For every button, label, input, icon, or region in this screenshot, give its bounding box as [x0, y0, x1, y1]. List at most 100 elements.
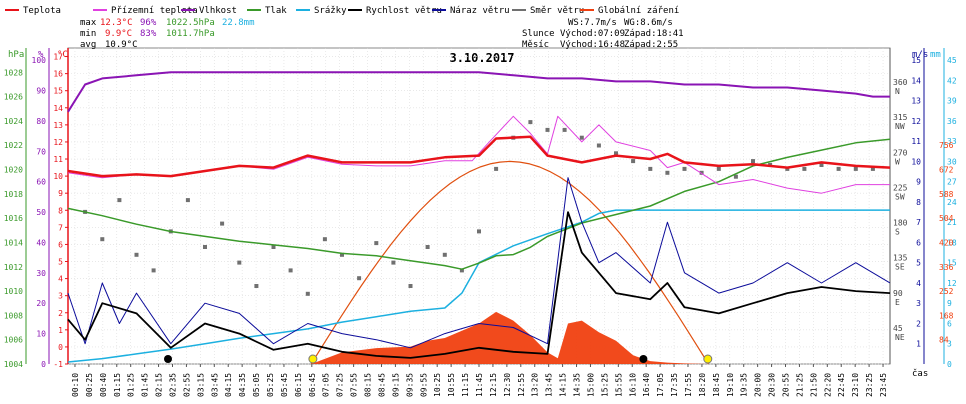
mm-tick-label: 9	[947, 299, 952, 308]
x-tick-label: 00:10	[71, 373, 80, 397]
hpa-tick-label: 1008	[4, 311, 23, 320]
dir-tick-name: SW	[895, 192, 905, 201]
ms-tick-label: 2	[916, 319, 921, 328]
dir-tick-name: NE	[895, 333, 905, 342]
x-tick-label: 05:05	[252, 373, 261, 397]
x-tick-label: 12:30	[503, 373, 512, 397]
x-tick-label: 18:20	[698, 373, 707, 397]
hpa-tick-label: 1012	[4, 263, 23, 272]
mm-tick-label: 27	[947, 178, 957, 187]
pct-tick-label: 10	[36, 330, 46, 339]
x-tick-label: 06:15	[294, 373, 303, 397]
ms-tick-label: 11	[911, 137, 921, 146]
legend-label-8: Globální záření	[598, 6, 679, 16]
temp-tick-label: 3	[58, 292, 63, 301]
wind-direction-point	[185, 198, 190, 203]
plot-area	[67, 47, 891, 365]
temp-tick-label: 7	[58, 223, 63, 232]
ms-tick-label: 15	[911, 56, 921, 65]
hpa-tick-label: 1022	[4, 141, 23, 150]
x-tick-label: 02:15	[155, 373, 164, 397]
wind-direction-point	[819, 163, 824, 167]
wind-direction-point	[545, 127, 550, 132]
wind-direction-point	[751, 159, 755, 164]
wind-direction-point	[237, 260, 242, 265]
ms-tick-label: 4	[916, 279, 921, 288]
rad-tick-label: 168	[939, 311, 954, 320]
rad-tick-label: 252	[939, 287, 954, 296]
ms-tick-label: 13	[911, 97, 921, 106]
stats-max-hum: 96%	[140, 18, 157, 28]
hpa-tick-label: 1010	[4, 287, 23, 296]
dir-tick-label: 135	[893, 254, 908, 263]
temp-tick-label: 4	[58, 275, 63, 284]
ms-tick-label: 1	[916, 340, 921, 349]
moonrise-marker	[639, 355, 648, 363]
moon-label: Měsíc	[522, 40, 549, 50]
series-radiation-area	[311, 311, 709, 364]
x-tick-label: 23:45	[879, 373, 888, 397]
mm-tick-label: 15	[947, 259, 957, 268]
legend-label-1: Přízemní teplota	[111, 6, 198, 16]
legend-label-2: Vlhkost	[199, 6, 237, 16]
pct-tick-label: 90	[36, 87, 46, 96]
temp-tick-label: 13	[53, 121, 63, 130]
x-axis: 00:10 00:25 00:40 01:15 01:25 01:45 02:15 02:35…	[71, 364, 888, 397]
stats-max-press: 1022.5hPa	[166, 18, 215, 28]
rad-tick-label: 84	[939, 336, 949, 345]
x-tick-label: 20:00	[754, 373, 763, 397]
x-tick-label: 19:35	[740, 373, 749, 397]
x-tick-label: 05:25	[266, 373, 275, 397]
wind-direction-point	[614, 151, 618, 156]
mm-tick-label: 39	[947, 97, 957, 106]
temp-tick-label: 2	[58, 309, 63, 318]
hpa-tick-label: 1014	[4, 238, 23, 247]
x-tick-label: 01:45	[141, 373, 150, 397]
x-tick-label: 12:15	[489, 373, 498, 397]
x-tick-label: 09:15	[391, 373, 400, 397]
series-humidity	[67, 71, 890, 113]
ms-tick-label: 7	[916, 218, 921, 227]
x-tick-label: 07:05	[322, 373, 331, 397]
x-tick-label: 00:25	[85, 373, 94, 397]
stats-max-rain: 22.8mm	[222, 18, 255, 28]
series-wind-direction	[83, 120, 875, 296]
x-tick-label: 23:25	[865, 373, 874, 397]
series-wind-gust	[67, 177, 891, 349]
temp-tick-label: 0	[58, 343, 63, 352]
series-pressure	[67, 138, 891, 270]
ms-tick-label: 9	[916, 178, 921, 187]
mm-tick-label: 3	[947, 340, 952, 349]
x-tick-label: 11:45	[475, 373, 484, 397]
x-tick-label: 23:10	[851, 373, 860, 397]
ms-unit-label: m/s	[912, 50, 928, 60]
temp-tick-label: 12	[53, 138, 63, 147]
stats-min-press: 1011.7hPa	[166, 29, 215, 39]
wind-direction-point	[340, 252, 344, 257]
wind-direction-point	[134, 252, 139, 257]
wind-direction-point	[477, 229, 481, 234]
x-tick-label: 17:35	[670, 373, 679, 397]
x-tick-label: 02:35	[168, 373, 177, 397]
hpa-tick-label: 1006	[4, 336, 23, 345]
chart-title: 3.10.2017	[449, 51, 514, 65]
sun-label: Slunce	[522, 29, 555, 39]
stats-min-label: min	[80, 29, 96, 39]
pct-tick-label: 100	[32, 56, 47, 65]
legend-label-5: Rychlost větru	[366, 6, 442, 16]
hpa-tick-label: 1020	[4, 166, 23, 175]
x-tick-label: 10:25	[433, 373, 442, 397]
x-tick-label: 22:45	[837, 373, 846, 397]
pct-tick-label: 70	[36, 147, 46, 156]
hpa-tick-label: 1028	[4, 68, 23, 77]
x-tick-label: 05:45	[280, 373, 289, 397]
moon-rise: Východ:16:48	[560, 40, 625, 50]
x-tick-label: 21:50	[809, 373, 818, 397]
x-tick-label: 03:45	[210, 373, 219, 397]
stats-max-label: max	[80, 18, 97, 28]
sun-set: Západ:18:41	[624, 29, 684, 39]
dir-tick-name: N	[895, 87, 900, 96]
wind-direction-point	[151, 268, 156, 273]
stats-avg-temp: 10.9°C	[105, 40, 138, 50]
pct-tick-label: 0	[41, 360, 46, 369]
